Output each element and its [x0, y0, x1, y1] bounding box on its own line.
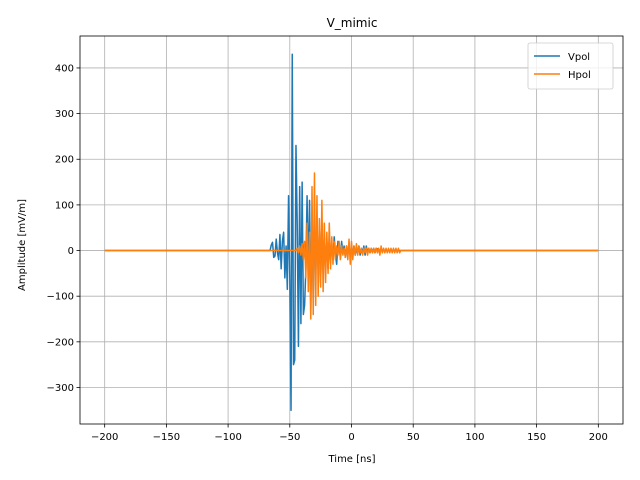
- x-tick-label: −150: [153, 432, 180, 443]
- grid-lines: [80, 36, 623, 424]
- x-tick-label: −200: [91, 432, 118, 443]
- x-tick-label: 200: [589, 432, 608, 443]
- axes: −200 −150 −100 −50 0 50 100 150 200 −300 −200 −100 0…: [47, 35, 624, 443]
- legend-label-vpol: Vpol: [568, 52, 590, 63]
- x-tick-label: −50: [279, 432, 300, 443]
- x-tick-label: 100: [465, 432, 484, 443]
- legend-label-hpol: Hpol: [568, 70, 591, 81]
- x-tick-label: 0: [348, 432, 354, 443]
- y-tick-label: −200: [47, 337, 74, 348]
- y-tick-label: 300: [55, 109, 74, 120]
- y-tick-label: 200: [55, 155, 74, 166]
- x-tick-label: −100: [214, 432, 241, 443]
- x-tick-label: 150: [527, 432, 546, 443]
- y-tick-label: −100: [47, 292, 74, 303]
- y-tick-label: 0: [68, 246, 74, 257]
- x-axis-label: Time [ns]: [327, 454, 375, 465]
- y-tick-label: −300: [47, 383, 74, 394]
- x-tick-label: 50: [407, 432, 420, 443]
- y-tick-label: 100: [55, 200, 74, 211]
- legend-box: [527, 42, 614, 90]
- y-axis-label: Amplitude [mV/m]: [17, 199, 28, 291]
- y-tick-label: 400: [55, 63, 74, 74]
- chart-title: V_mimic: [327, 16, 378, 30]
- plot-area: [104, 53, 599, 412]
- legend: Vpol Hpol: [527, 42, 614, 90]
- series-line-hpol: [104, 172, 599, 320]
